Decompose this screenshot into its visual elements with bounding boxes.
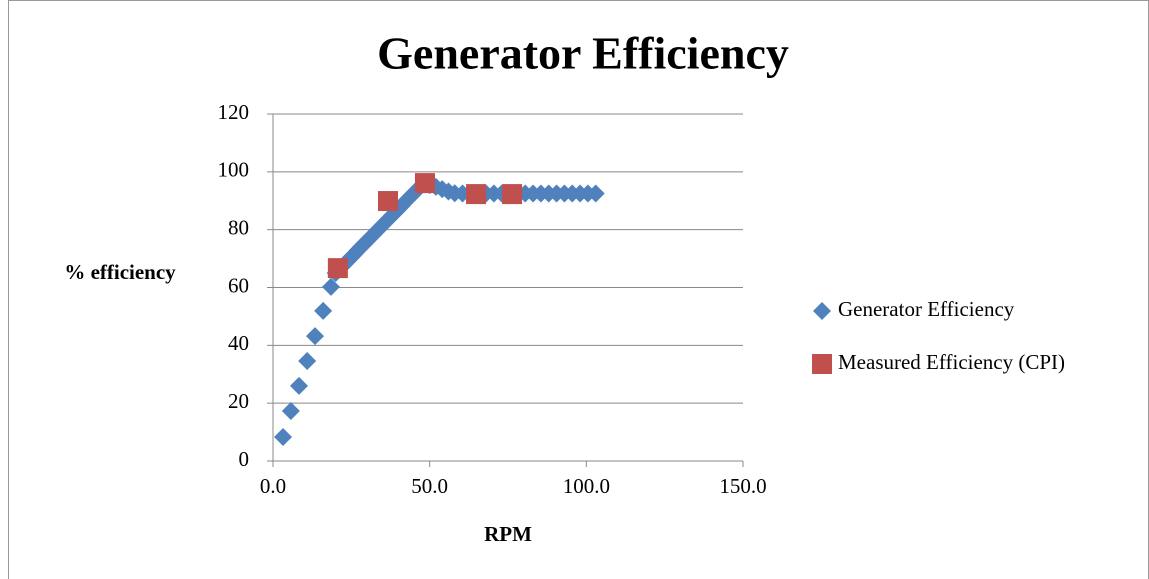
point (502, 184, 523, 205)
point (281, 401, 300, 420)
legend-label: Generator Efficiency (838, 297, 1015, 321)
x-tick-label: 0.0 (260, 474, 286, 498)
y-tick-label: 20 (228, 389, 249, 413)
y-tick-label: 0 (239, 447, 250, 471)
legend-marker (813, 302, 831, 320)
y-tick-label: 120 (218, 100, 250, 124)
point (305, 327, 324, 346)
point (327, 258, 348, 279)
point (274, 427, 293, 446)
y-axis-label: % efficiency (64, 260, 176, 284)
point (314, 301, 333, 320)
point (290, 376, 309, 395)
x-tick-label: 100.0 (563, 474, 610, 498)
x-tick-label: 50.0 (411, 474, 448, 498)
y-tick-label: 100 (218, 158, 250, 182)
legend-marker (812, 354, 832, 374)
point (321, 277, 340, 296)
y-tick-label: 40 (228, 331, 249, 355)
point (466, 184, 487, 205)
y-tick-label: 80 (228, 215, 249, 239)
chart-title: Generator Efficiency (377, 28, 789, 79)
point (377, 191, 398, 212)
point (414, 173, 435, 194)
legend-label: Measured Efficiency (CPI) (838, 350, 1065, 374)
point (586, 184, 605, 203)
x-tick-label: 150.0 (719, 474, 766, 498)
point (298, 351, 317, 370)
y-tick-label: 60 (228, 273, 249, 297)
x-axis-label: RPM (484, 522, 532, 546)
